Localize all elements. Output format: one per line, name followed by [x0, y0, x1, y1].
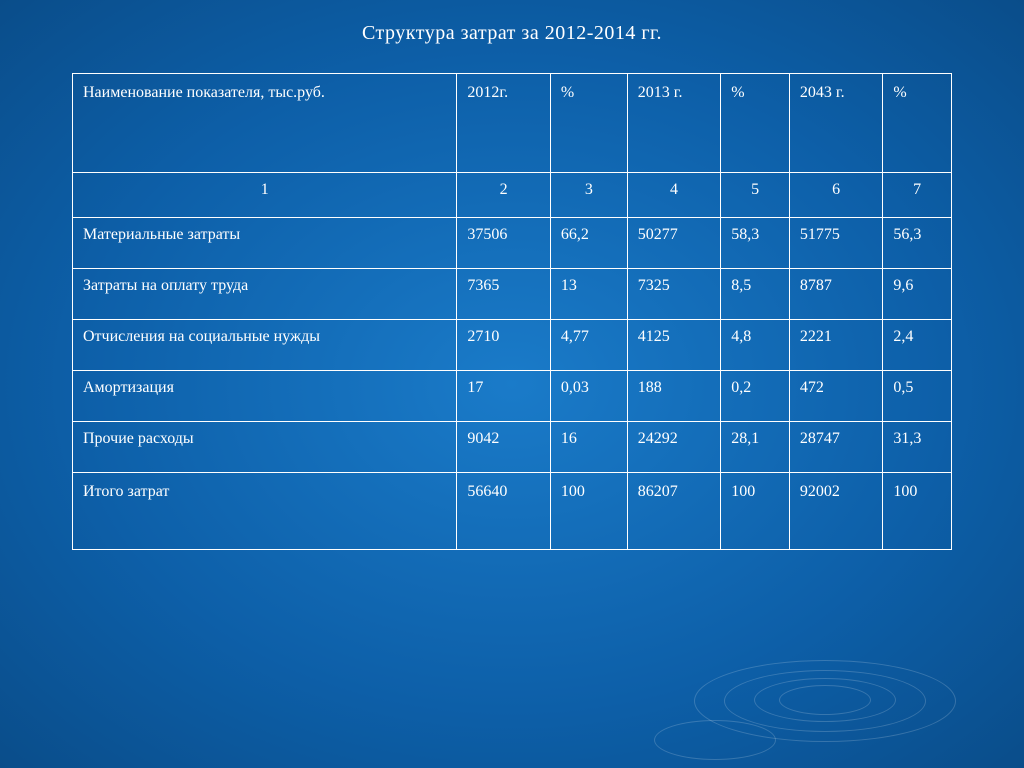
col-header: % — [550, 74, 627, 173]
cell: 2,4 — [883, 320, 952, 371]
cell: 188 — [627, 371, 721, 422]
cell: 8787 — [789, 269, 883, 320]
col-header: Наименование показателя, тыс.руб. — [73, 74, 457, 173]
cell: 56640 — [457, 473, 551, 550]
cell: 37506 — [457, 218, 551, 269]
cell: 9,6 — [883, 269, 952, 320]
table-number-row: 1 2 3 4 5 6 7 — [73, 173, 952, 218]
table-row: Амортизация 17 0,03 188 0,2 472 0,5 — [73, 371, 952, 422]
cell: 0,5 — [883, 371, 952, 422]
table-row: Прочие расходы 9042 16 24292 28,1 28747 … — [73, 422, 952, 473]
cell: 2221 — [789, 320, 883, 371]
cell: 4,77 — [550, 320, 627, 371]
row-label: Амортизация — [73, 371, 457, 422]
table-header-row: Наименование показателя, тыс.руб. 2012г.… — [73, 74, 952, 173]
cell: 92002 — [789, 473, 883, 550]
cell: 66,2 — [550, 218, 627, 269]
cell: 13 — [550, 269, 627, 320]
cell: 17 — [457, 371, 551, 422]
cell: 0,2 — [721, 371, 790, 422]
col-header: % — [721, 74, 790, 173]
cell: 28747 — [789, 422, 883, 473]
col-header: 2043 г. — [789, 74, 883, 173]
col-header: 2013 г. — [627, 74, 721, 173]
col-number: 4 — [627, 173, 721, 218]
cell: 100 — [883, 473, 952, 550]
cell: 9042 — [457, 422, 551, 473]
cell: 472 — [789, 371, 883, 422]
row-label: Итого затрат — [73, 473, 457, 550]
row-label: Затраты на оплату труда — [73, 269, 457, 320]
row-label: Прочие расходы — [73, 422, 457, 473]
cell: 0,03 — [550, 371, 627, 422]
col-number: 1 — [73, 173, 457, 218]
cell: 58,3 — [721, 218, 790, 269]
cell: 31,3 — [883, 422, 952, 473]
cell: 16 — [550, 422, 627, 473]
cell: 24292 — [627, 422, 721, 473]
row-label: Материальные затраты — [73, 218, 457, 269]
cell: 51775 — [789, 218, 883, 269]
cell: 4125 — [627, 320, 721, 371]
col-number: 3 — [550, 173, 627, 218]
cost-structure-table: Наименование показателя, тыс.руб. 2012г.… — [72, 73, 952, 550]
cell: 7365 — [457, 269, 551, 320]
col-number: 2 — [457, 173, 551, 218]
slide-title: Структура затрат за 2012-2014 гг. — [0, 22, 1024, 45]
cell: 28,1 — [721, 422, 790, 473]
col-number: 7 — [883, 173, 952, 218]
table-row: Материальные затраты 37506 66,2 50277 58… — [73, 218, 952, 269]
cell: 2710 — [457, 320, 551, 371]
col-number: 6 — [789, 173, 883, 218]
cell: 4,8 — [721, 320, 790, 371]
decorative-ripples — [684, 620, 964, 768]
cell: 86207 — [627, 473, 721, 550]
cell: 7325 — [627, 269, 721, 320]
cell: 100 — [550, 473, 627, 550]
table-row: Затраты на оплату труда 7365 13 7325 8,5… — [73, 269, 952, 320]
table-row: Отчисления на социальные нужды 2710 4,77… — [73, 320, 952, 371]
cell: 56,3 — [883, 218, 952, 269]
col-header: 2012г. — [457, 74, 551, 173]
cell: 100 — [721, 473, 790, 550]
col-header: % — [883, 74, 952, 173]
row-label: Отчисления на социальные нужды — [73, 320, 457, 371]
col-number: 5 — [721, 173, 790, 218]
cell: 8,5 — [721, 269, 790, 320]
cell: 50277 — [627, 218, 721, 269]
table-total-row: Итого затрат 56640 100 86207 100 92002 1… — [73, 473, 952, 550]
